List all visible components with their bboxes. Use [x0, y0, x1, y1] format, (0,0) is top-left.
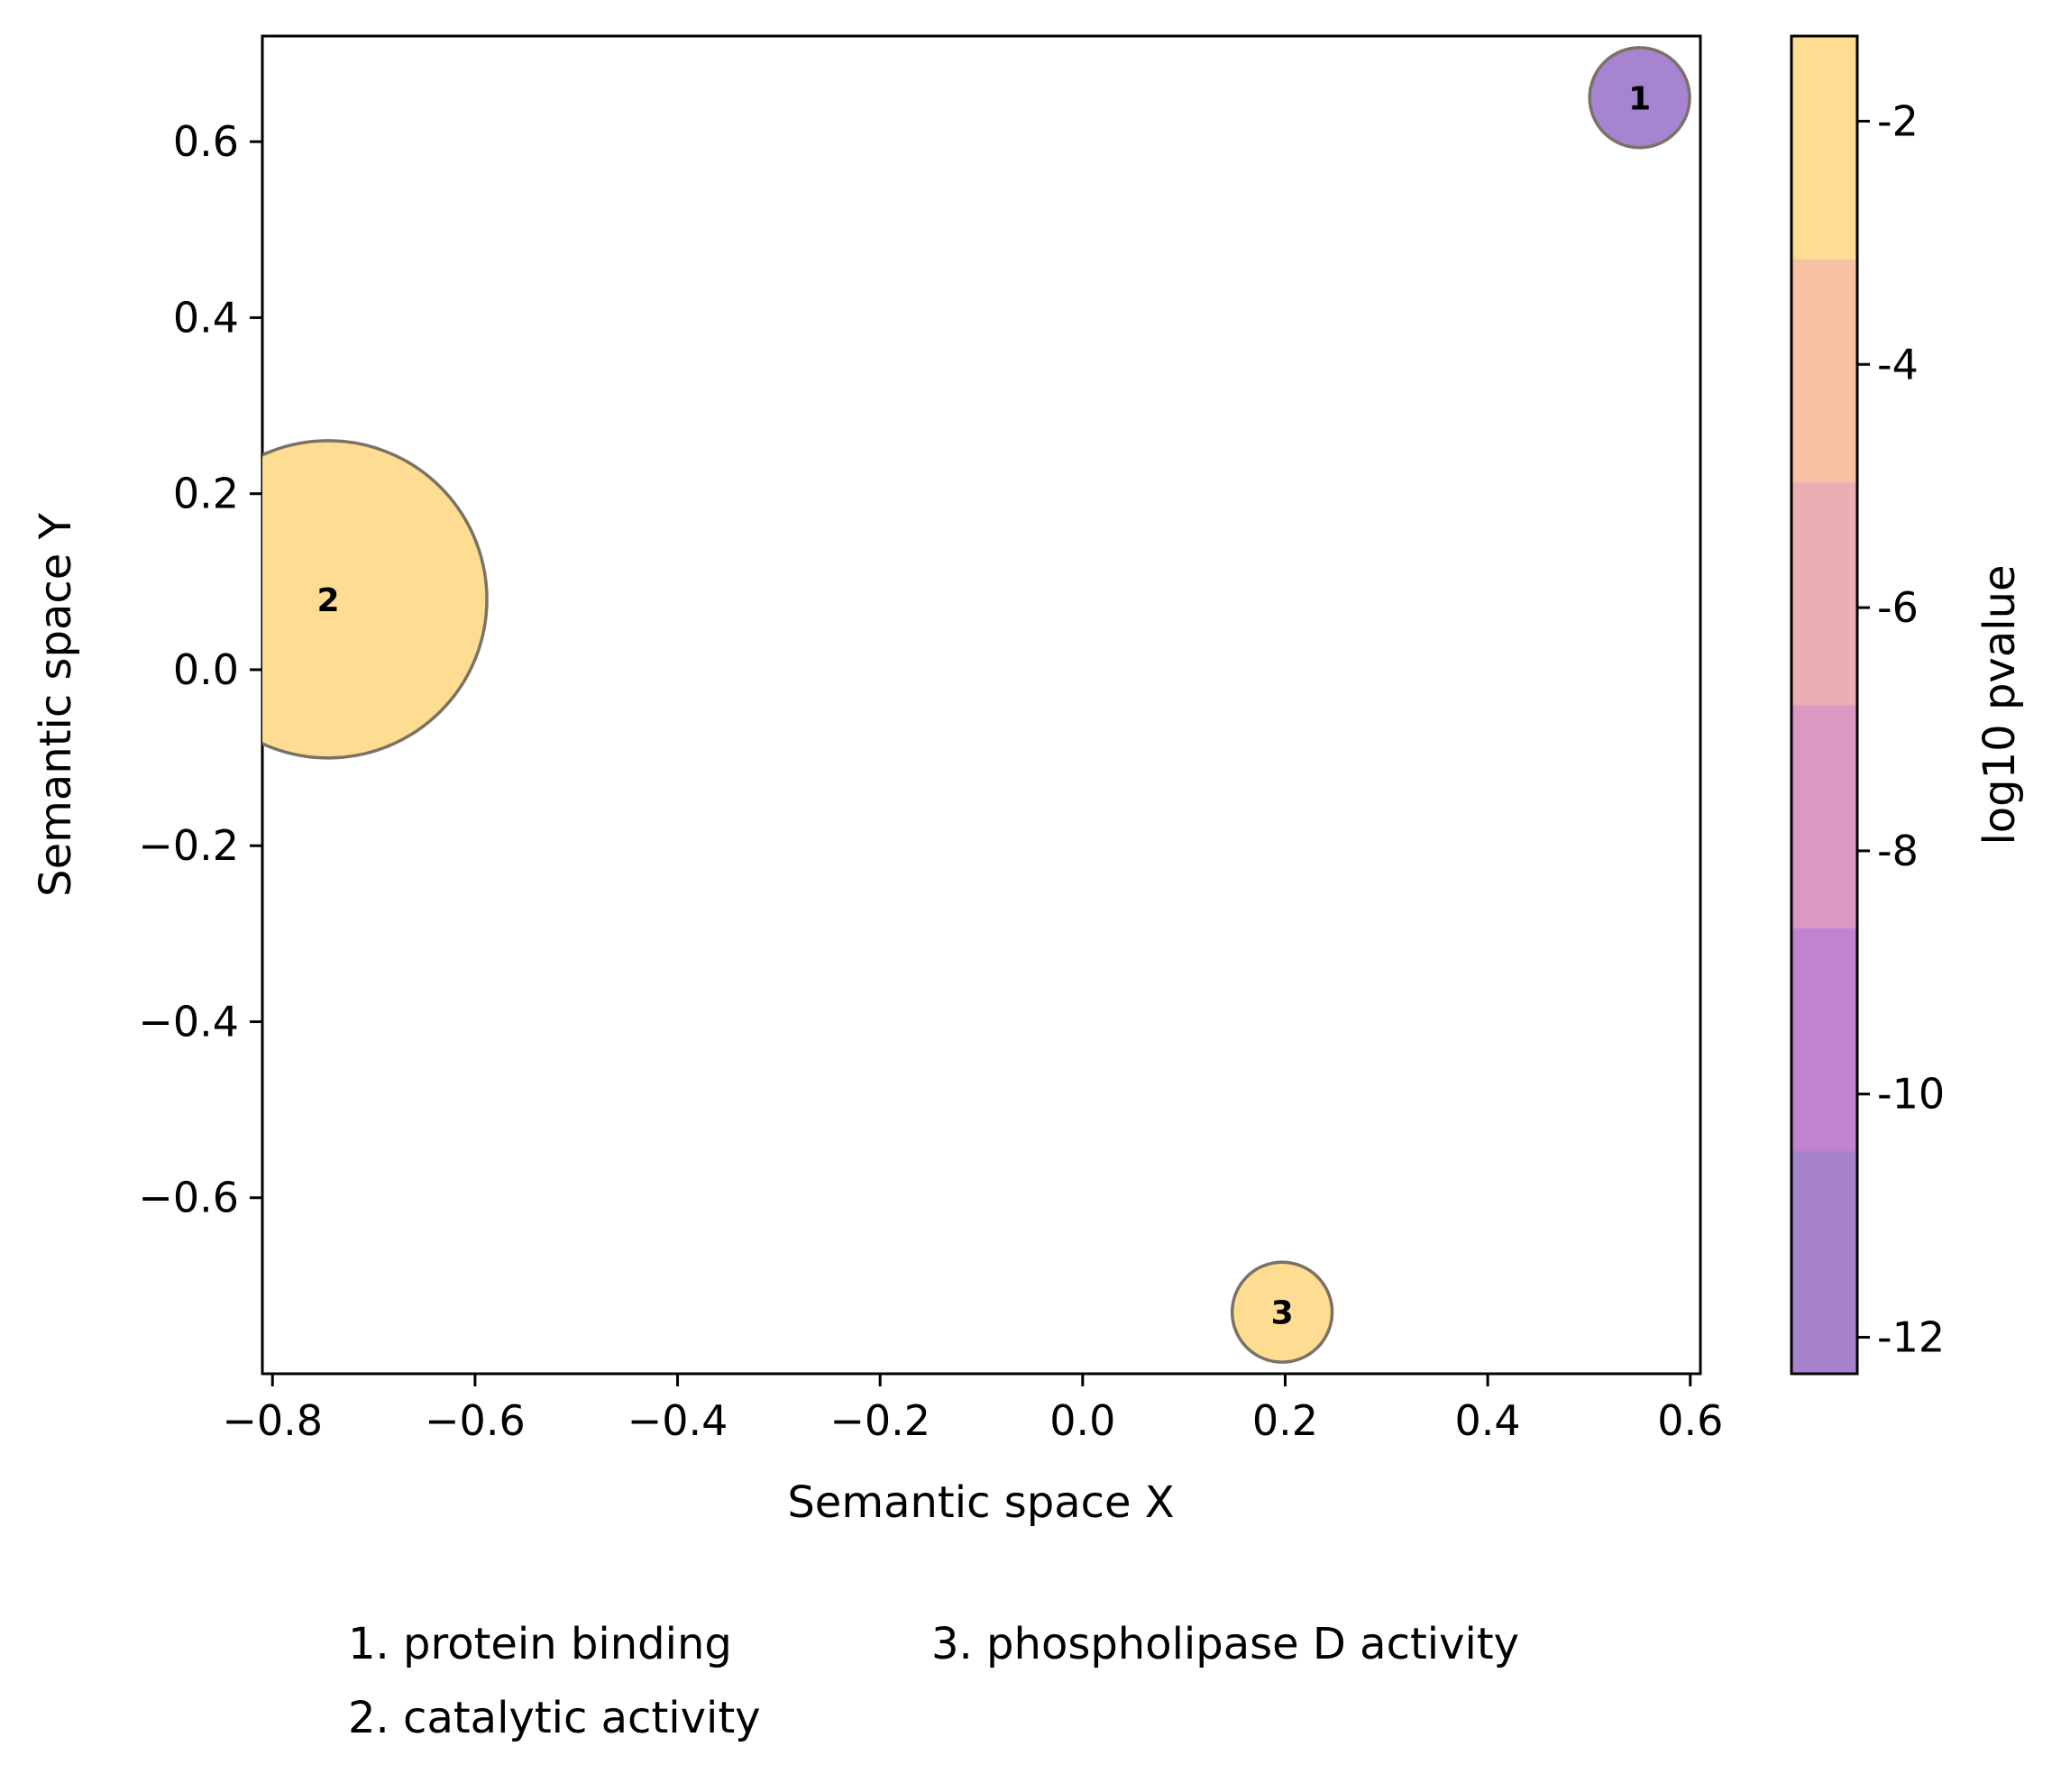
colorbar-band — [1791, 481, 1857, 706]
x-tick-label: −0.8 — [222, 1396, 323, 1445]
colorbar-tick-label: -10 — [1877, 1070, 1945, 1119]
y-tick-label: 0.4 — [173, 293, 239, 342]
x-tick-label: −0.4 — [628, 1396, 728, 1445]
x-tick-label: −0.2 — [829, 1396, 930, 1445]
colorbar-band — [1791, 1150, 1857, 1375]
bubble-label-3: 3 — [1271, 1295, 1294, 1332]
y-tick-label: 0.0 — [173, 645, 239, 694]
colorbar-band — [1791, 705, 1857, 928]
legend-entry-3: 3. phospholipase D activity — [931, 1619, 1519, 1669]
bubble-label-2: 2 — [316, 582, 339, 619]
y-axis-label: Semantic space Y — [31, 512, 81, 896]
colorbar-tick-label: -8 — [1877, 827, 1919, 875]
colorbar — [1791, 36, 1857, 1375]
y-tick-label: 0.2 — [173, 470, 239, 518]
y-tick-label: −0.2 — [138, 821, 239, 870]
bubble-1 — [1588, 46, 1691, 150]
colorbar-label: log10 pvalue — [1974, 564, 2025, 845]
colorbar-band — [1791, 259, 1857, 483]
colorbar-ticks: -2 -4 -6 -8 -10 -12 — [1857, 96, 1945, 1362]
x-axis-label: Semantic space X — [787, 1477, 1174, 1528]
y-tick-label: −0.4 — [138, 997, 239, 1046]
bubble-label-1: 1 — [1628, 80, 1651, 117]
x-tick-label: 0.0 — [1049, 1396, 1115, 1445]
x-tick-label: 0.6 — [1657, 1396, 1723, 1445]
y-axis: 0.6 0.4 0.2 0.0 −0.2 −0.4 −0.6 — [138, 117, 262, 1222]
bubble-layer — [262, 46, 1691, 1364]
x-axis: −0.8 −0.6 −0.4 −0.2 0.0 0.2 0.4 0.6 — [222, 1374, 1723, 1445]
colorbar-band — [1791, 928, 1857, 1152]
y-tick-label: −0.6 — [138, 1174, 239, 1222]
legend-entry-1: 1. protein binding — [348, 1619, 732, 1669]
colorbar-band — [1791, 36, 1857, 260]
x-tick-label: −0.6 — [425, 1396, 526, 1445]
plot-frame — [261, 34, 1702, 1376]
bubble-3 — [1230, 1260, 1334, 1364]
colorbar-tick-label: -4 — [1877, 340, 1919, 389]
colorbar-tick-label: -2 — [1877, 96, 1919, 145]
y-tick-label: 0.6 — [173, 117, 239, 166]
colorbar-frame — [1790, 34, 1859, 1376]
x-tick-label: 0.4 — [1455, 1396, 1521, 1445]
x-tick-label: 0.2 — [1252, 1396, 1318, 1445]
legend-entry-2: 2. catalytic activity — [348, 1693, 761, 1743]
colorbar-tick-label: -12 — [1877, 1313, 1945, 1362]
bubble-label-layer: 1 2 3 — [316, 80, 1651, 1331]
bubble-2 — [262, 439, 489, 760]
colorbar-tick-label: -6 — [1877, 583, 1919, 632]
